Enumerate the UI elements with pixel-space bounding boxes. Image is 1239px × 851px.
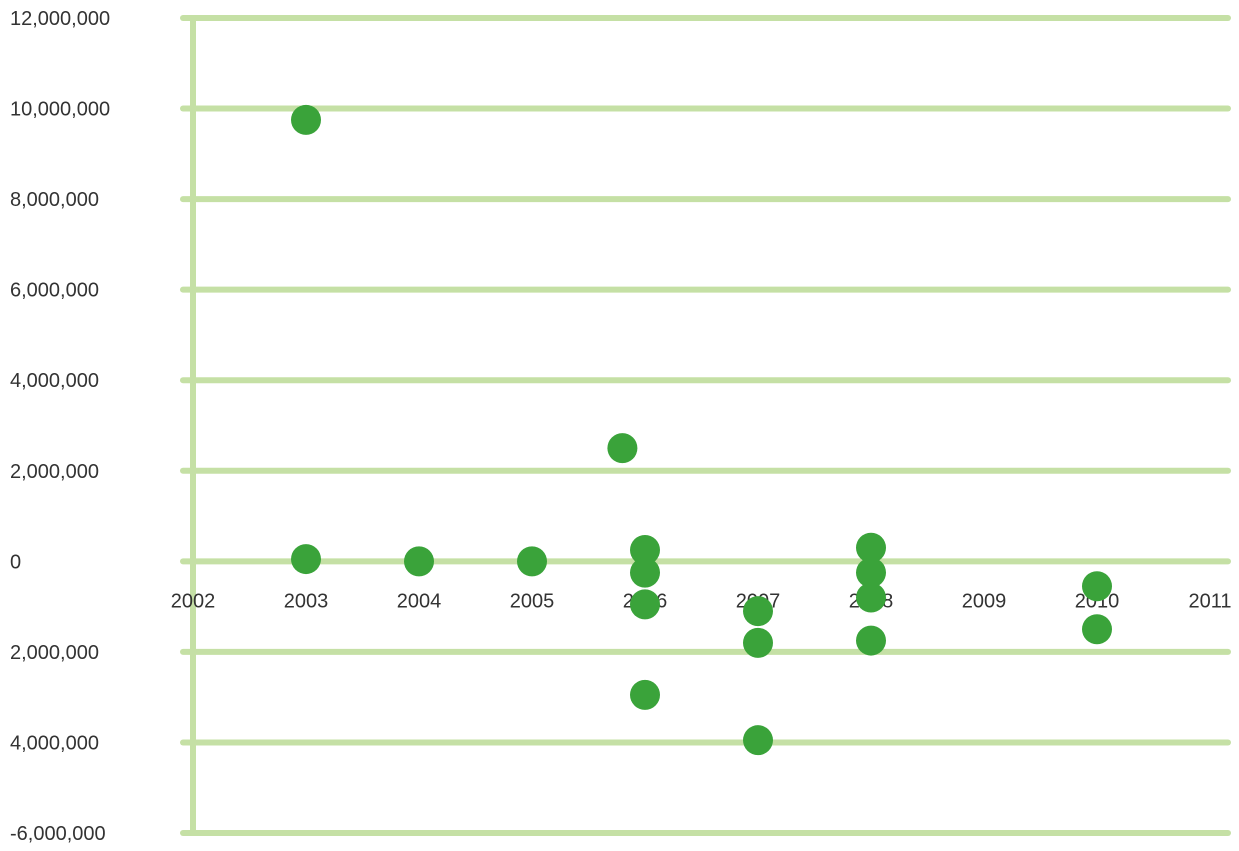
x-tick-label: 2004 xyxy=(397,590,442,612)
scatter-point xyxy=(630,589,660,620)
scatter-point xyxy=(856,582,886,613)
grid-layer xyxy=(180,15,1231,836)
y-tick-label: 2,000,000 xyxy=(10,642,99,664)
scatter-point xyxy=(630,535,660,566)
scatter-point xyxy=(1082,614,1112,645)
scatter-point xyxy=(630,679,660,710)
scatter-point xyxy=(743,596,773,627)
x-tick-label: 2009 xyxy=(962,590,1007,612)
x-tick-label: 2002 xyxy=(171,590,216,612)
scatter-point xyxy=(1082,571,1112,602)
scatter-point xyxy=(404,546,434,577)
x-tick-label: 2003 xyxy=(284,590,329,612)
y-tick-label: 10,000,000 xyxy=(10,99,110,121)
scatter-point xyxy=(743,725,773,756)
y-tick-label: 2,000,000 xyxy=(10,461,99,483)
y-tick-label: -6,000,000 xyxy=(10,823,106,845)
scatter-point xyxy=(607,433,638,464)
scatter-point xyxy=(517,546,547,577)
y-tick-label: 12,000,000 xyxy=(10,8,110,30)
y-tick-label: 4,000,000 xyxy=(10,370,99,392)
scatter-point xyxy=(856,532,886,563)
scatter-point xyxy=(291,104,321,135)
y-tick-label: 8,000,000 xyxy=(10,189,99,211)
scatter-point xyxy=(856,625,886,656)
y-tick-label: 4,000,000 xyxy=(10,732,99,754)
scatter-point xyxy=(856,557,886,588)
y-tick-label: 6,000,000 xyxy=(10,280,99,302)
x-tick-label: 2005 xyxy=(510,590,555,612)
y-tick-label: 0 xyxy=(10,551,21,573)
scatter-point xyxy=(743,627,773,658)
scatter-point xyxy=(291,544,321,575)
scatter-point xyxy=(630,557,660,588)
x-tick-label: 2011 xyxy=(1188,590,1231,612)
point-layer xyxy=(291,104,1112,756)
